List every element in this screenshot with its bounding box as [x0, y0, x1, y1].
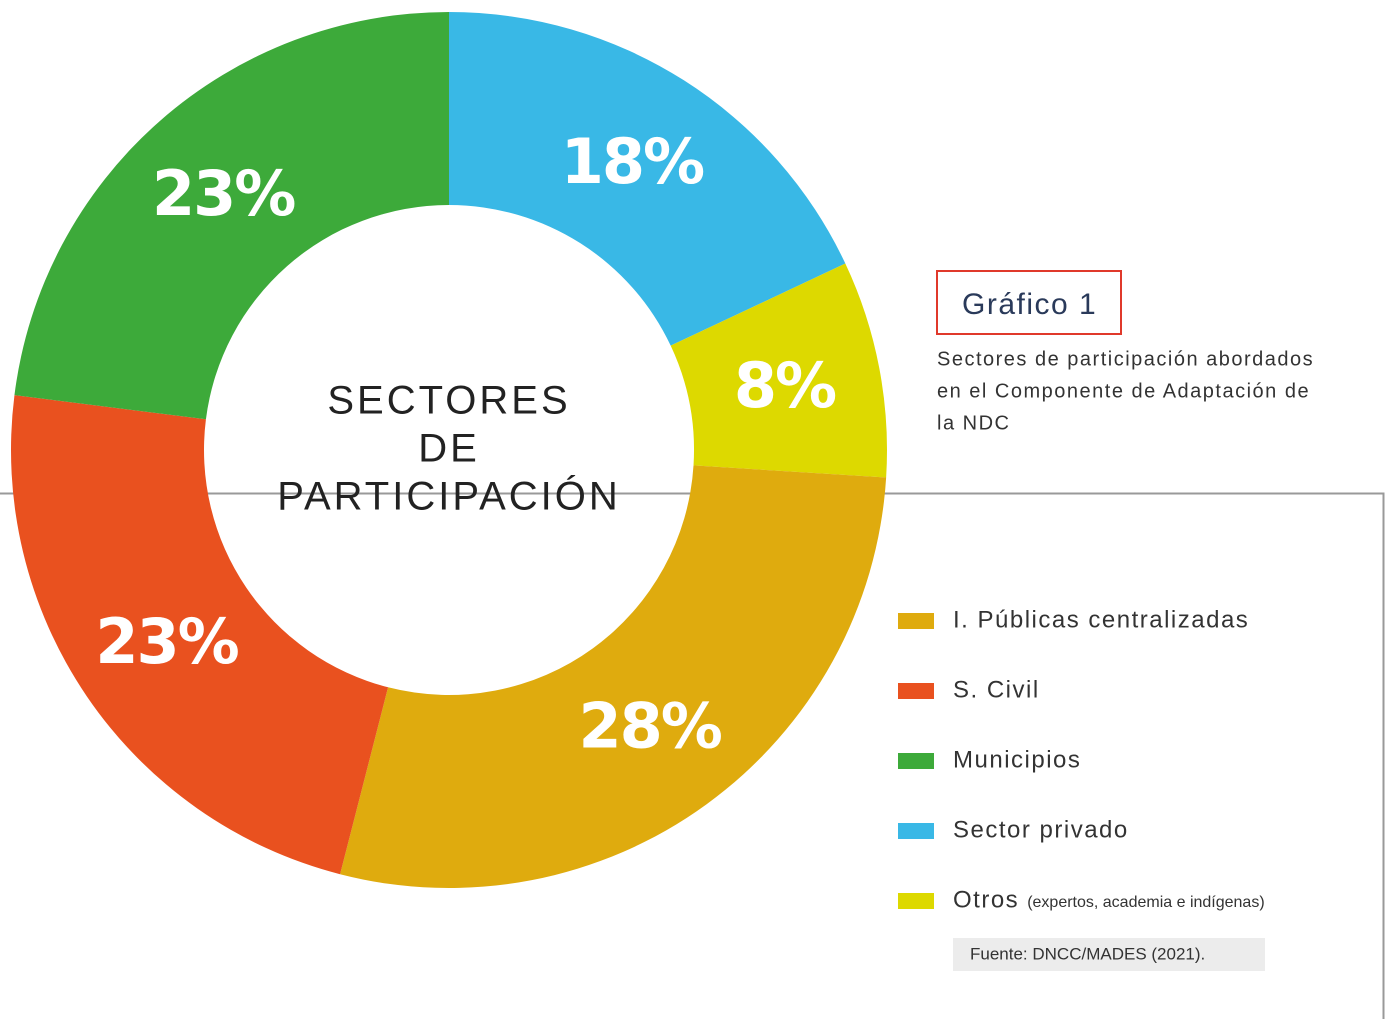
source: Fuente: DNCC/MADES (2021).	[970, 944, 1205, 963]
value-label: 18%	[561, 125, 704, 198]
subtitle: en el Componente de Adaptación de	[937, 380, 1310, 402]
slice	[14, 12, 449, 420]
legend-label: Municipios	[953, 746, 1081, 773]
slice	[670, 263, 887, 478]
value-label: 23%	[152, 157, 295, 230]
legend-label: Sector privado	[953, 816, 1129, 843]
source-box	[953, 938, 1265, 971]
legend-swatch	[898, 893, 934, 909]
title-box	[936, 270, 1122, 335]
center-label: DE	[418, 427, 480, 471]
legend-swatch	[898, 613, 934, 629]
legend-swatch	[898, 753, 934, 769]
chart-title: Gráfico 1	[962, 288, 1097, 321]
value-label: 23%	[95, 605, 238, 678]
slice	[340, 465, 887, 888]
center-label: SECTORES	[327, 379, 570, 423]
slice	[449, 12, 846, 346]
value-label: 28%	[579, 689, 722, 762]
legend-label: Otros	[953, 886, 1019, 913]
value-label: 8%	[734, 349, 836, 422]
subtitle: Sectores de participación abordados	[937, 348, 1314, 370]
legend-note: (expertos, academia e indígenas)	[1027, 894, 1264, 911]
center-label: PARTICIPACIÓN	[277, 474, 621, 519]
legend-label: S. Civil	[953, 676, 1040, 703]
legend-swatch	[898, 823, 934, 839]
slice	[10, 395, 389, 875]
subtitle: la NDC	[937, 412, 1010, 434]
frame-line	[0, 492, 1385, 1019]
legend-label: I. Públicas centralizadas	[953, 606, 1249, 633]
legend-swatch	[898, 683, 934, 699]
